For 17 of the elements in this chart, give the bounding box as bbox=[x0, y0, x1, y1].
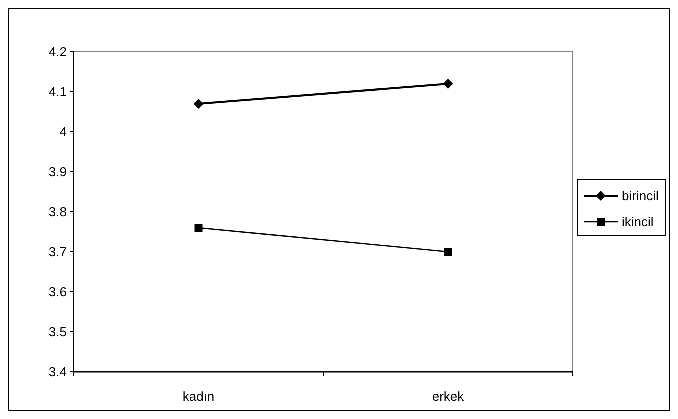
point bbox=[443, 79, 454, 89]
legend-label: birincil bbox=[622, 188, 659, 204]
point bbox=[194, 99, 204, 109]
y-tick-label: 3.7 bbox=[48, 244, 67, 260]
y-tick-label: 4.1 bbox=[48, 84, 67, 100]
point bbox=[444, 248, 452, 256]
legend-label: ikincil bbox=[622, 214, 654, 230]
y-tick-label: 3.4 bbox=[48, 364, 67, 380]
y-tick-label: 3.8 bbox=[48, 204, 67, 220]
point bbox=[194, 224, 203, 232]
y-tick-label: 4 bbox=[60, 124, 67, 140]
y-tick-label: 3.5 bbox=[48, 324, 67, 340]
y-tick-label: 3.6 bbox=[48, 284, 67, 300]
x-tick-label: kadın bbox=[182, 389, 215, 404]
y-tick-label: 3.9 bbox=[48, 164, 67, 180]
x-tick-label: erkek bbox=[432, 389, 465, 404]
y-tick-label: 4.2 bbox=[48, 44, 67, 60]
